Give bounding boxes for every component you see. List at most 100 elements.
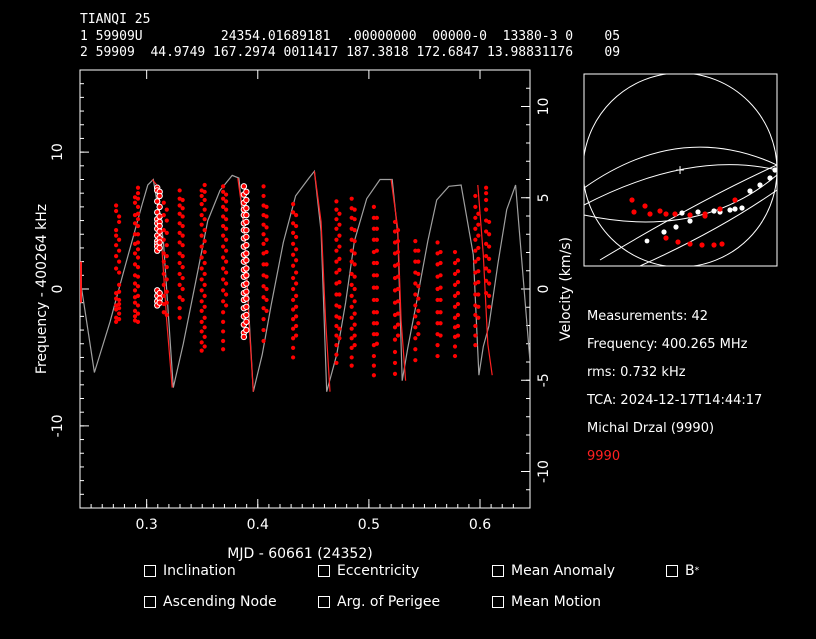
data-point [395, 333, 401, 338]
sky-point-red [711, 242, 717, 248]
data-point [244, 266, 249, 271]
y-axis-label: Frequency - 400264 kHz [34, 204, 50, 374]
checkbox-eccentricity[interactable]: Eccentricity [318, 563, 419, 579]
checkbox-mean-anomaly[interactable]: Mean Anomaly [492, 563, 615, 579]
data-point [202, 197, 207, 203]
data-point [371, 215, 376, 220]
data-point [199, 340, 204, 345]
data-point [334, 292, 339, 297]
data-point [202, 189, 207, 194]
data-point [132, 281, 138, 286]
data-point [180, 197, 185, 203]
data-point [224, 248, 229, 253]
data-point [334, 259, 339, 264]
sky-point-red [663, 211, 669, 217]
data-point [221, 255, 226, 260]
data-point [164, 243, 169, 248]
data-point [135, 247, 141, 252]
data-point [202, 344, 207, 349]
checkbox-box[interactable] [144, 596, 156, 608]
data-point [371, 363, 376, 368]
data-point [352, 286, 357, 292]
data-point [438, 273, 443, 278]
sky-point-red [719, 241, 725, 247]
data-point [476, 304, 481, 309]
checkbox-box[interactable] [492, 596, 504, 608]
checkbox-box[interactable] [318, 596, 330, 608]
data-point [484, 291, 489, 296]
data-point [224, 303, 229, 308]
data-point [244, 219, 249, 225]
data-point [349, 315, 354, 320]
data-point [294, 234, 299, 240]
checkbox-ascending-node[interactable]: Ascending Node [144, 594, 277, 610]
data-point [455, 312, 461, 318]
checkbox-arg-of-perigee[interactable]: Arg. of Perigee [318, 594, 440, 610]
data-point [135, 223, 141, 229]
data-point [395, 322, 401, 327]
data-point [337, 304, 342, 309]
measurements [114, 182, 492, 378]
data-point [374, 226, 379, 231]
checkbox-box[interactable] [318, 565, 330, 577]
data-point [395, 299, 401, 304]
data-point [416, 321, 421, 326]
data-point [484, 185, 489, 190]
data-point [484, 191, 489, 196]
data-point [476, 211, 481, 216]
data-point [337, 211, 342, 216]
data-point [135, 255, 141, 260]
skyplot-group [584, 74, 777, 266]
data-point [435, 240, 440, 245]
data-point [294, 333, 299, 338]
data-point [291, 210, 296, 215]
checkbox-inclination[interactable]: Inclination [144, 563, 236, 579]
data-point [334, 207, 339, 212]
data-point [261, 295, 266, 300]
data-point [395, 274, 401, 279]
satellite-name: TIANQI 25 [80, 12, 151, 27]
data-point [161, 237, 166, 242]
data-point [199, 202, 204, 207]
data-point [416, 284, 421, 289]
data-point [349, 293, 354, 298]
model-curves [80, 169, 530, 392]
data-point [261, 317, 266, 322]
data-point [374, 285, 379, 290]
data-point [135, 196, 141, 201]
data-point [164, 230, 169, 235]
data-point [135, 232, 141, 237]
sky-point-red [642, 203, 648, 209]
data-point [199, 222, 204, 227]
checkbox-box[interactable] [666, 565, 678, 577]
data-point [413, 303, 418, 308]
data-point [132, 300, 138, 305]
data-point [177, 188, 182, 193]
checkbox-bstar[interactable]: B * [666, 563, 699, 579]
data-point [416, 271, 421, 277]
data-point [135, 274, 141, 279]
data-point [452, 293, 458, 298]
data-point [221, 347, 226, 352]
data-point [135, 211, 141, 216]
data-point [261, 284, 266, 289]
data-point [374, 248, 379, 253]
data-point [157, 236, 162, 241]
checkbox-box[interactable] [492, 565, 504, 577]
data-point [413, 259, 418, 264]
data-point [337, 336, 342, 341]
model-curve-active [477, 184, 493, 376]
data-point [264, 262, 269, 267]
data-point [395, 262, 401, 267]
sky-point [711, 208, 717, 214]
checkbox-box[interactable] [144, 565, 156, 577]
data-point [117, 297, 122, 303]
y-tick-label: -10 [50, 414, 66, 437]
data-point [455, 323, 461, 329]
checkbox-mean-motion[interactable]: Mean Motion [492, 594, 601, 610]
data-point [241, 334, 247, 340]
data-point [164, 265, 169, 270]
sky-point [739, 205, 745, 211]
zenith-marker: + [675, 163, 685, 177]
data-point [117, 306, 122, 311]
